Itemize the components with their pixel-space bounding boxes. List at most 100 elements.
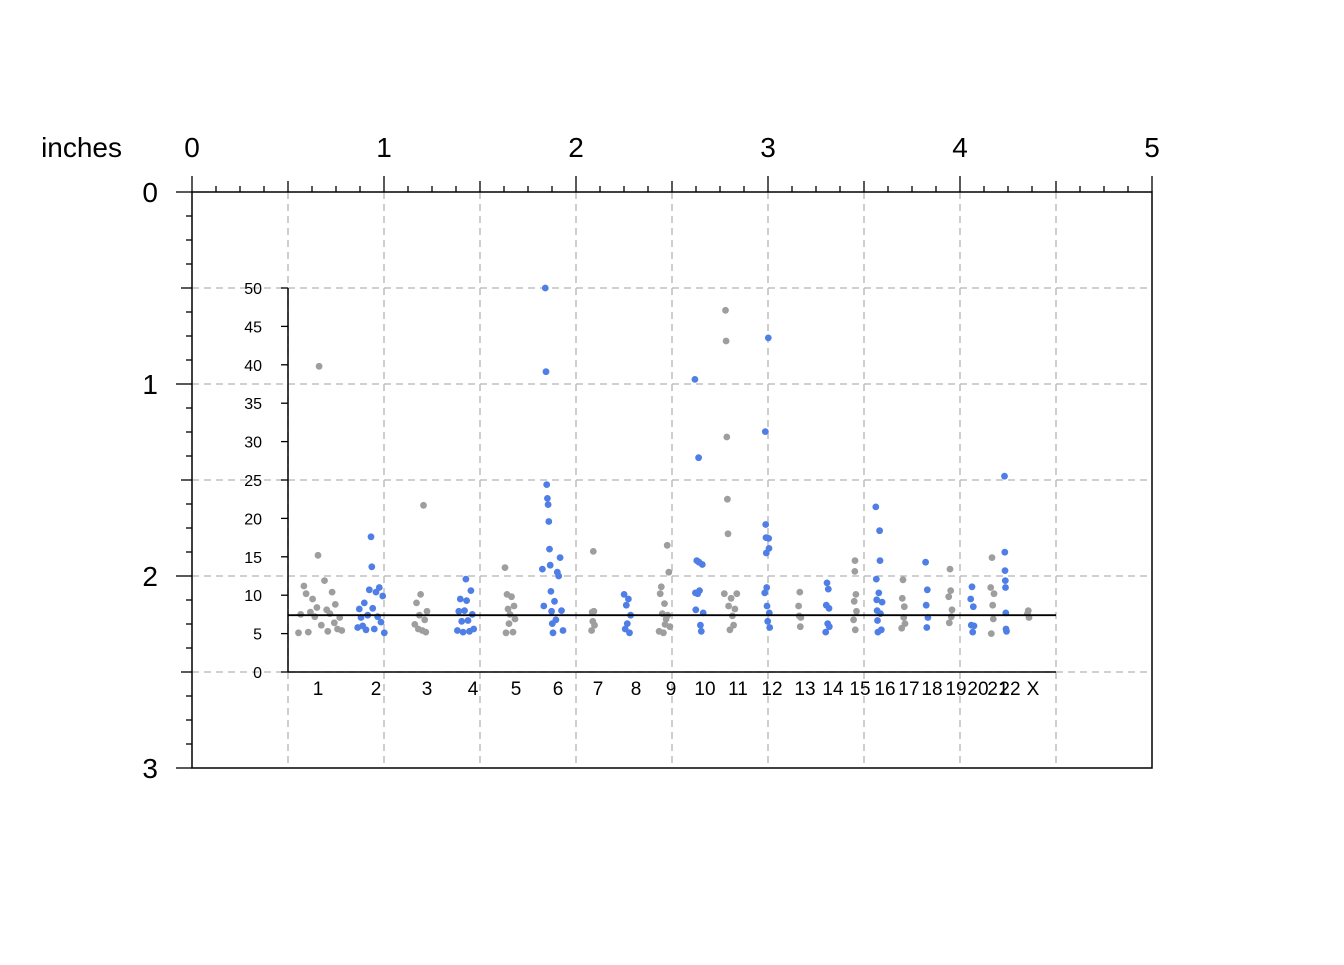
data-point <box>733 590 741 598</box>
chromosome-label: 22 <box>999 679 1020 700</box>
chromosome-label: 13 <box>794 679 815 700</box>
data-point <box>923 586 931 594</box>
plot-y-tick-label: 40 <box>244 358 262 375</box>
data-point <box>969 603 977 611</box>
data-point <box>508 593 515 601</box>
data-point <box>417 591 424 598</box>
data-point <box>875 589 883 597</box>
data-point <box>543 481 551 488</box>
data-point <box>542 368 550 376</box>
data-point <box>878 598 886 606</box>
data-point <box>761 589 769 597</box>
data-point <box>763 602 771 610</box>
data-point <box>504 605 512 613</box>
data-point <box>314 551 322 559</box>
data-point <box>692 606 700 614</box>
ruler-x-tick-label: 2 <box>568 132 584 163</box>
plot-y-tick-label: 35 <box>244 396 262 413</box>
data-point <box>591 621 598 629</box>
data-point <box>695 454 702 462</box>
data-point <box>552 616 560 624</box>
data-point <box>720 590 728 598</box>
data-point <box>324 627 332 635</box>
data-point <box>967 595 975 603</box>
data-point <box>989 615 997 623</box>
ruler-x-tick-label: 0 <box>184 132 200 163</box>
data-point <box>541 284 549 292</box>
data-point <box>657 583 665 591</box>
data-point <box>765 545 773 552</box>
data-point <box>625 595 632 603</box>
data-point <box>330 619 338 627</box>
chromosome-label: X <box>1027 679 1040 700</box>
data-point <box>411 621 419 628</box>
data-point <box>375 584 383 591</box>
plot-y-tick-label: 5 <box>253 627 262 644</box>
data-point <box>761 428 769 435</box>
plot-y-tick-label: 10 <box>244 588 262 605</box>
data-point <box>558 607 565 614</box>
data-point <box>990 590 998 598</box>
data-point <box>825 623 833 631</box>
data-point <box>850 616 857 624</box>
data-point <box>544 501 552 508</box>
data-point <box>309 595 316 603</box>
data-point <box>331 601 339 608</box>
data-point <box>300 582 308 590</box>
data-point <box>559 627 567 634</box>
ruler-y-tick-label: 2 <box>142 561 158 592</box>
data-point <box>295 629 302 637</box>
data-point <box>969 628 977 636</box>
data-point <box>328 588 336 596</box>
data-point <box>368 563 376 571</box>
data-point <box>922 601 930 609</box>
data-point <box>461 607 468 614</box>
data-point <box>1001 548 1009 556</box>
data-point <box>730 621 737 629</box>
data-point <box>622 601 630 609</box>
data-point <box>623 620 631 627</box>
data-point <box>898 594 906 602</box>
data-point <box>663 541 671 549</box>
data-point <box>423 607 431 615</box>
data-point <box>511 615 519 623</box>
data-point <box>365 586 373 594</box>
data-point <box>549 629 557 637</box>
data-point <box>824 585 832 593</box>
data-point <box>545 518 553 525</box>
data-point <box>899 576 907 584</box>
data-point <box>698 561 706 568</box>
data-point <box>660 629 667 637</box>
data-point <box>313 604 321 611</box>
data-point <box>546 545 553 553</box>
data-point <box>724 495 731 503</box>
data-point <box>456 595 464 603</box>
data-point <box>1024 607 1032 614</box>
data-point <box>380 629 388 637</box>
chromosome-label: 10 <box>694 679 715 700</box>
ruler-unit-label: inches <box>41 132 122 163</box>
data-point <box>540 602 548 610</box>
chromosome-label: 12 <box>761 679 782 700</box>
data-point <box>987 630 995 637</box>
data-point <box>766 624 774 631</box>
data-point <box>321 577 328 584</box>
data-point <box>420 501 427 509</box>
data-point <box>377 618 385 626</box>
data-point <box>970 622 978 630</box>
chromosome-label: 19 <box>945 679 966 700</box>
data-point <box>302 590 310 598</box>
data-point <box>502 629 510 637</box>
data-point <box>338 627 346 634</box>
plot-y-tick-label: 30 <box>244 435 262 452</box>
data-point <box>362 626 370 634</box>
plot-y-tick-label: 45 <box>244 319 262 336</box>
data-point <box>851 557 859 564</box>
data-point <box>467 587 475 594</box>
data-point <box>454 627 461 634</box>
data-point <box>548 607 555 615</box>
chromosome-label: 17 <box>898 679 919 700</box>
